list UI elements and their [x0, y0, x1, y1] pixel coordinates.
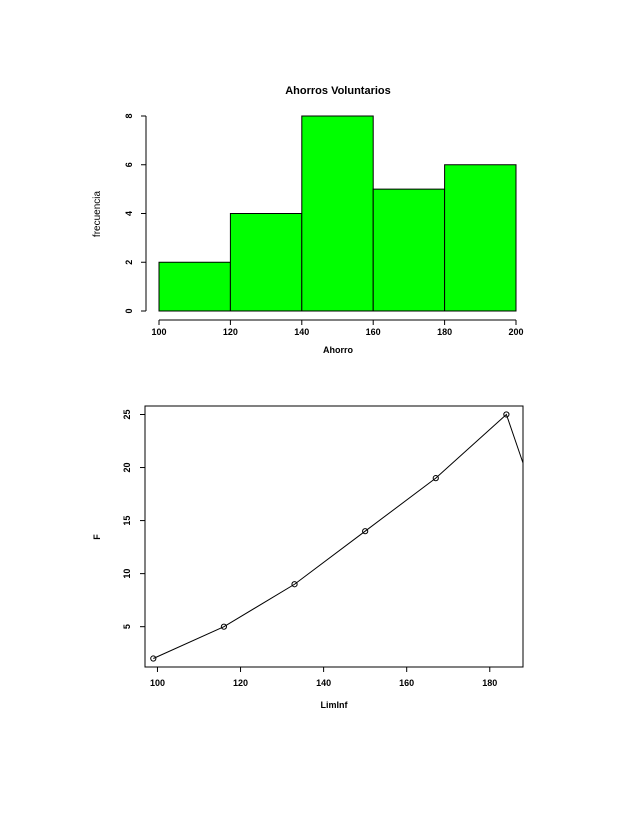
- y-tick-label: 15: [122, 516, 132, 526]
- series-point: [432, 475, 439, 482]
- x-tick-label: 140: [294, 327, 309, 337]
- histogram-bar: [444, 164, 517, 312]
- y-axis: 0 2 4 6 8: [124, 113, 147, 314]
- series-points: [150, 411, 510, 662]
- x-tick-label: 100: [151, 327, 166, 337]
- y-tick-label: 4: [124, 211, 134, 216]
- x-axis: 100 120 140 160 180: [150, 667, 497, 688]
- plot-frame: [144, 405, 524, 668]
- histogram-bars: [158, 115, 517, 312]
- x-tick-label: 180: [482, 678, 497, 688]
- y-tick-label: 10: [122, 569, 132, 579]
- histogram-bar: [372, 188, 446, 312]
- x-tick-label: 180: [437, 327, 452, 337]
- x-axis: 100 120 140 160 180 200: [151, 319, 524, 337]
- x-tick-label: 120: [233, 678, 248, 688]
- y-tick-label: 8: [124, 113, 134, 118]
- series-point: [362, 528, 369, 535]
- histogram-bar: [301, 115, 374, 312]
- y-axis: 5 10 15 20 25: [122, 409, 145, 629]
- series-point: [503, 411, 510, 418]
- x-tick-label: 140: [316, 678, 331, 688]
- y-axis-label: F: [92, 534, 102, 540]
- y-tick-label: 25: [122, 409, 132, 419]
- series-line: [153, 413, 523, 659]
- x-axis-label: Ahorro: [323, 345, 353, 355]
- y-tick-label: 0: [124, 308, 134, 313]
- x-axis-label: LimInf: [321, 700, 349, 710]
- y-tick-label: 2: [124, 260, 134, 265]
- series-point: [150, 655, 157, 662]
- y-tick-label: 5: [122, 624, 132, 629]
- series-point: [291, 581, 298, 588]
- x-tick-label: 100: [150, 678, 165, 688]
- series-point: [220, 623, 228, 630]
- x-tick-label: 200: [508, 327, 523, 337]
- y-axis-label: frecuencia: [92, 190, 103, 237]
- x-tick-label: 160: [399, 678, 414, 688]
- y-tick-label: 6: [124, 162, 134, 167]
- x-tick-label: 120: [223, 327, 238, 337]
- histogram-chart: Ahorros Voluntarios 100 120 140 160 180 200 0…: [92, 85, 524, 355]
- x-tick-label: 160: [366, 327, 381, 337]
- cumulative-line-chart: 100 120 140 160 180 5 10 15 20 25 LimInf F: [92, 405, 524, 710]
- chart-title: Ahorros Voluntarios: [285, 85, 391, 97]
- histogram-bar: [229, 213, 303, 312]
- y-tick-label: 20: [122, 463, 132, 473]
- histogram-bar: [158, 261, 231, 312]
